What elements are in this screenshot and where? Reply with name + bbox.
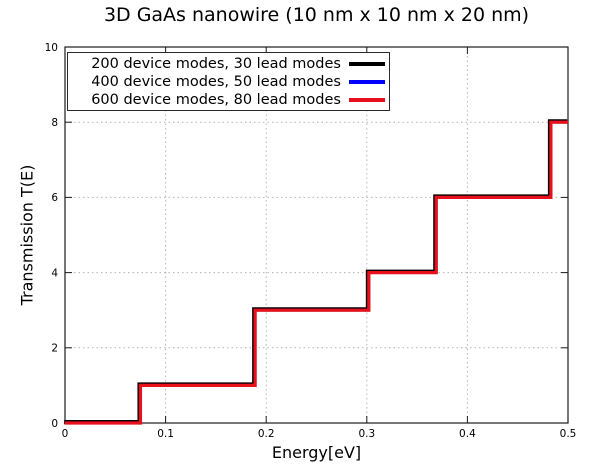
y-tick-label: 2 (51, 343, 58, 355)
legend-row: 400 device modes, 50 lead modes (68, 73, 385, 91)
plot-border (64, 46, 569, 424)
x-tick-label: 0.1 (157, 428, 174, 440)
legend-label-series-1: 200 device modes, 30 lead modes (91, 56, 341, 72)
y-tick-label: 6 (51, 192, 58, 204)
legend-line-sample-black (349, 62, 385, 66)
x-tick-label: 0.3 (358, 428, 375, 440)
chart-title: 3D GaAs nanowire (10 nm x 10 nm x 20 nm) (103, 4, 530, 26)
x-tick-label: 0.2 (258, 428, 275, 440)
x-tick-label: 0 (62, 428, 69, 440)
legend-label-series-3: 600 device modes, 80 lead modes (91, 92, 341, 108)
series-line-3 (65, 120, 568, 425)
series-line-1 (64, 119, 568, 425)
x-axis-label: Energy[eV] (271, 443, 362, 462)
y-tick-label: 4 (51, 267, 58, 279)
x-tick-label: 0.5 (560, 428, 577, 440)
legend-row: 200 device modes, 30 lead modes (68, 55, 385, 73)
y-tick-label: 10 (45, 42, 58, 54)
legend-row: 600 device modes, 80 lead modes (68, 91, 385, 109)
y-tick-label: 8 (51, 117, 58, 129)
legend-line-sample-blue (349, 80, 385, 84)
legend-line-sample-red (349, 98, 385, 102)
x-tick-label: 0.4 (459, 428, 476, 440)
legend: 200 device modes, 30 lead modes 400 devi… (67, 52, 390, 111)
legend-label-series-2: 400 device modes, 50 lead modes (91, 74, 341, 90)
y-tick-label: 0 (51, 418, 58, 430)
